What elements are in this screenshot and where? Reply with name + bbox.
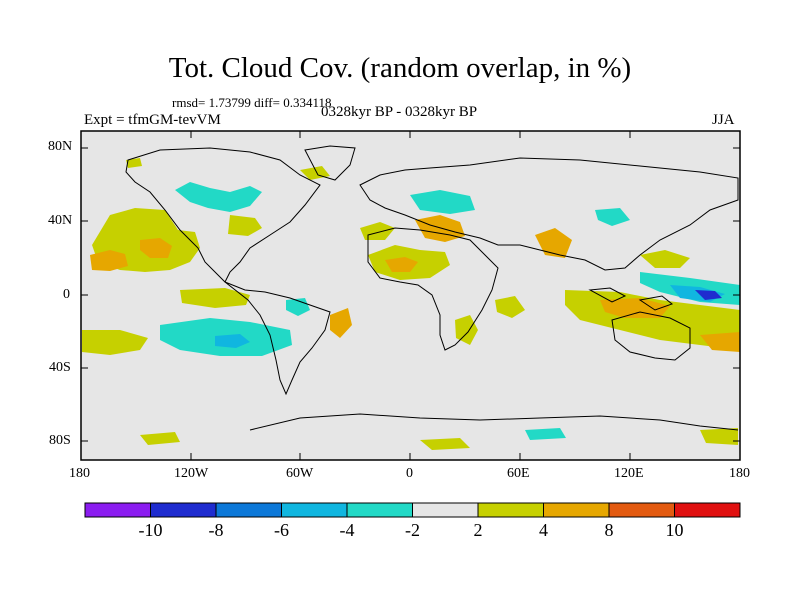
stats-line: rmsd= 1.73799 diff= 0.334118 (172, 95, 332, 110)
colorbar-label: -4 (339, 520, 355, 540)
lat-label: 40N (48, 213, 73, 228)
experiment-label: Expt = tfmGM-tevVM (84, 112, 221, 128)
colorbar-swatch (150, 502, 217, 518)
colorbar-swatch (543, 502, 610, 518)
lon-label: 120W (174, 466, 209, 481)
lat-label: 0 (63, 287, 70, 302)
coastlines (125, 145, 739, 431)
colorbar-swatch (215, 502, 282, 518)
colorbar-label: 10 (665, 520, 684, 540)
lon-label: 60E (507, 466, 530, 481)
colorbar-swatch (674, 502, 741, 518)
colorbar-label: 2 (473, 520, 483, 540)
colorbar-swatch (281, 502, 348, 518)
colorbar-label: -10 (138, 520, 163, 540)
colorbar-label: 8 (604, 520, 614, 540)
period-label: 0328kyr BP - 0328kyr BP (321, 104, 478, 120)
colorbar-swatch (84, 502, 151, 518)
map-background (81, 131, 740, 460)
season-label: JJA (712, 112, 735, 128)
lon-label: 0 (406, 466, 413, 481)
colorbar (84, 502, 741, 518)
colorbar-label: -6 (274, 520, 289, 540)
lat-label: 40S (49, 360, 71, 375)
colorbar-swatch (412, 502, 479, 518)
colorbar-swatch (477, 502, 544, 518)
lat-label: 80S (49, 433, 71, 448)
anomaly-patches (82, 158, 740, 450)
axis-ticks (80, 131, 741, 460)
colorbar-label: 4 (539, 520, 548, 540)
colorbar-label: -2 (405, 520, 420, 540)
colorbar-swatch (608, 502, 675, 518)
map-title: Tot. Cloud Cov. (random overlap, in %) (168, 52, 632, 84)
lon-label: 60W (286, 466, 314, 481)
lat-label: 80N (48, 139, 73, 154)
lon-label: 180 (69, 466, 90, 481)
colorbar-swatch (346, 502, 413, 518)
lon-label: 180 (729, 466, 750, 481)
colorbar-label: -8 (208, 520, 224, 540)
lon-label: 120E (614, 466, 644, 481)
